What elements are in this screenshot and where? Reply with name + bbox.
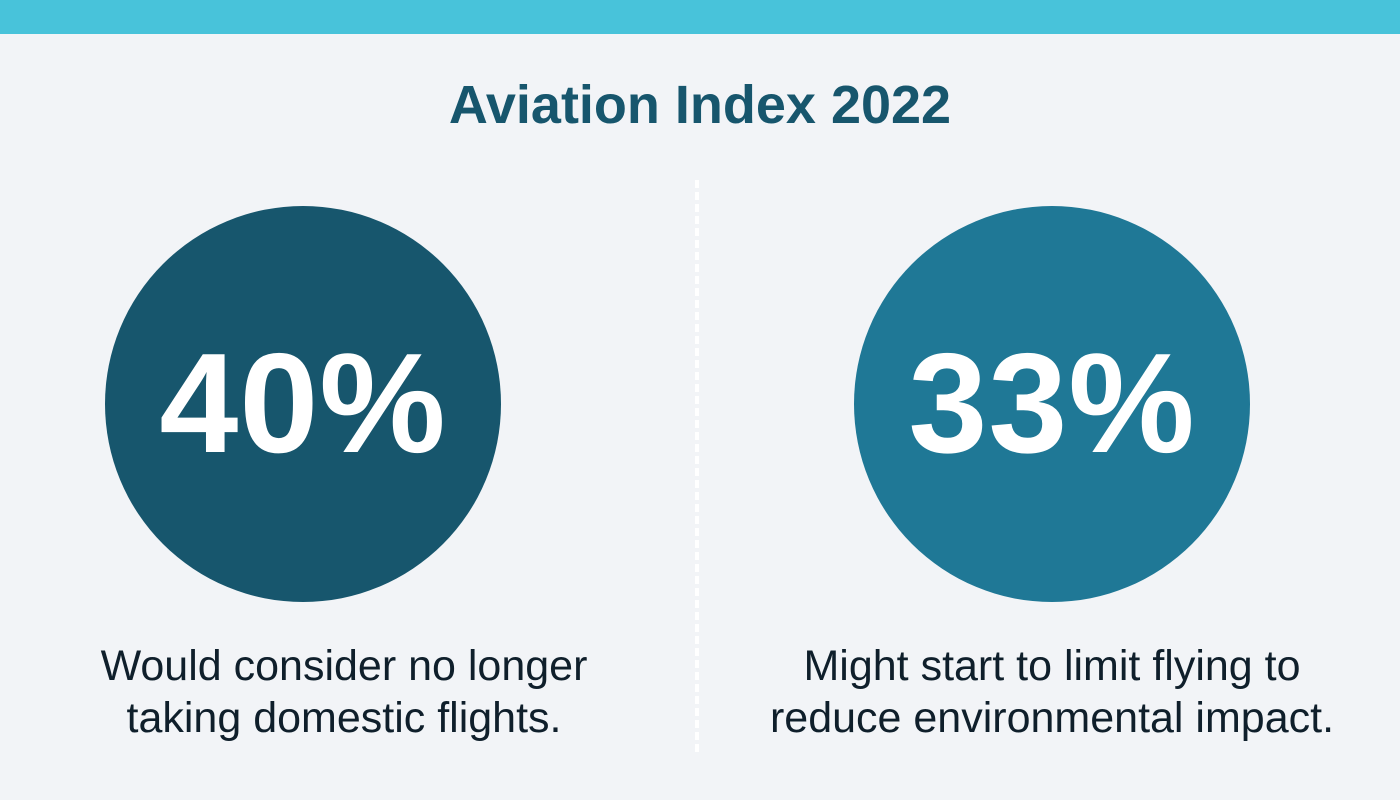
top-accent-bar bbox=[0, 0, 1400, 34]
center-divider bbox=[695, 180, 699, 752]
stat-circle-left: 40% bbox=[105, 206, 501, 602]
caption-line: Would consider no longer bbox=[100, 642, 588, 690]
caption-line: reduce environmental impact. bbox=[769, 694, 1335, 742]
page-title: Aviation Index 2022 bbox=[448, 75, 952, 135]
stat-value-right: 33% bbox=[908, 324, 1196, 483]
stat-value-left: 40% bbox=[159, 324, 447, 483]
stat-caption-left: Would consider no longer taking domestic… bbox=[4, 640, 684, 744]
stat-caption-right: Might start to limit flying to reduce en… bbox=[712, 640, 1392, 744]
caption-line: Might start to limit flying to bbox=[803, 642, 1301, 690]
stat-circle-right: 33% bbox=[854, 206, 1250, 602]
caption-line: taking domestic flights. bbox=[126, 694, 562, 742]
